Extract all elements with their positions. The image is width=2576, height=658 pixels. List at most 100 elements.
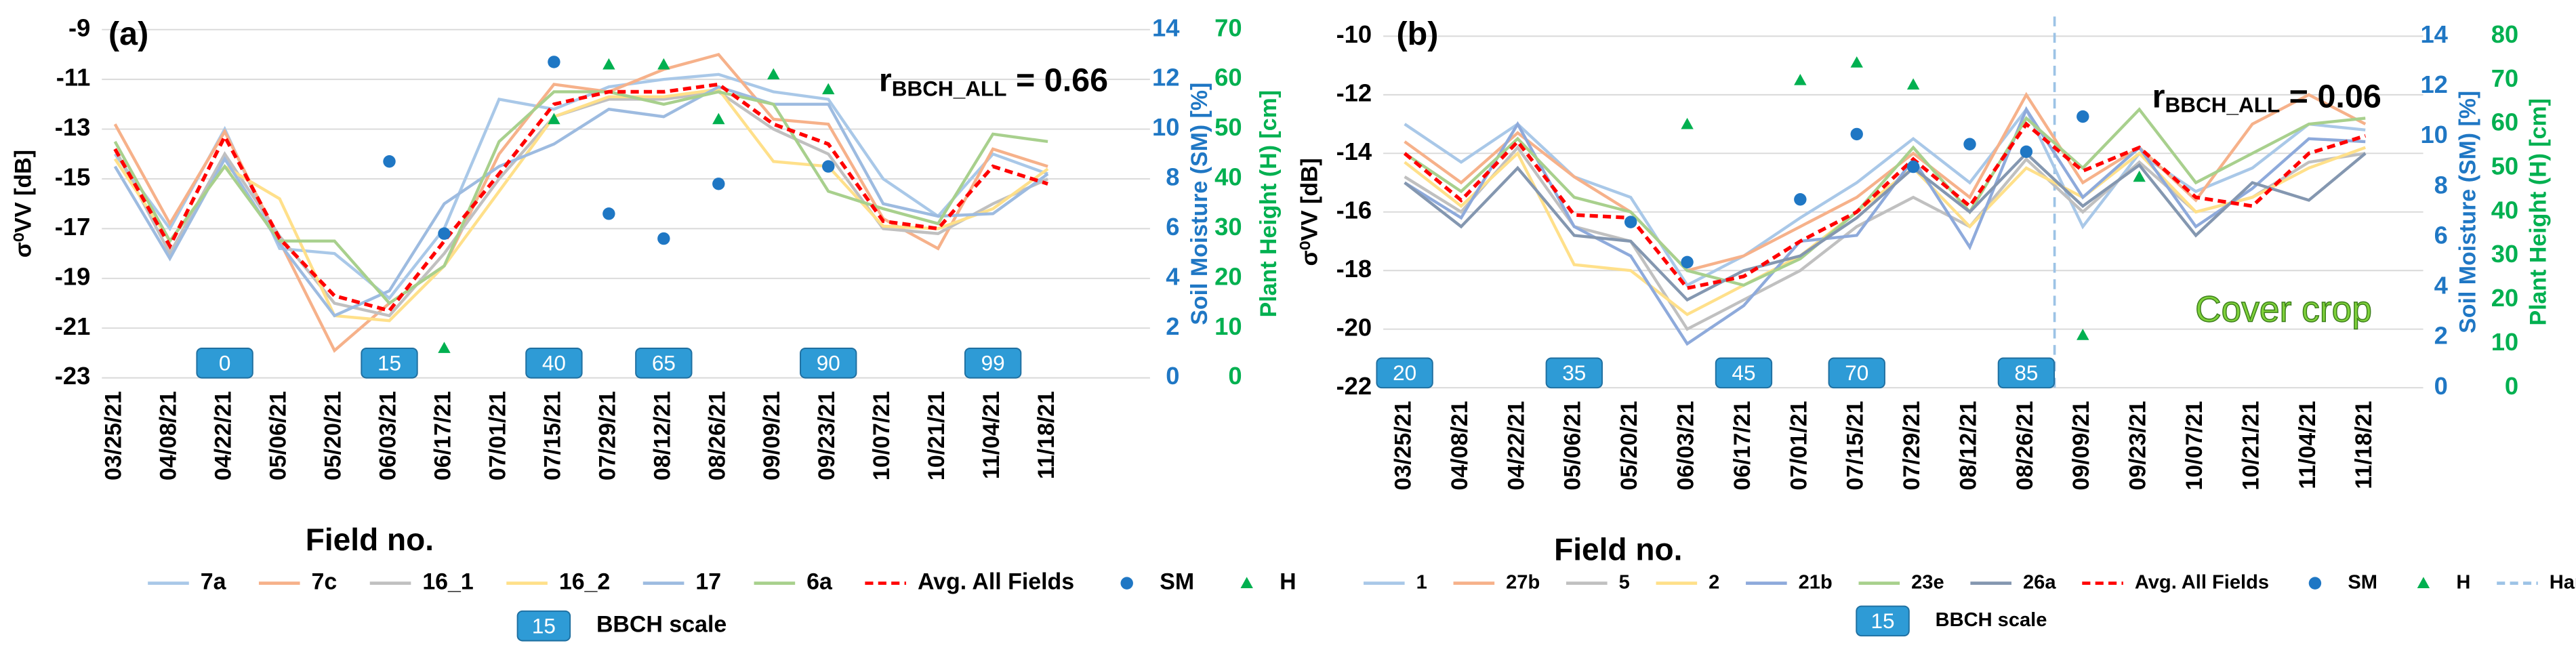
x-tick-label: 04/08/21 — [156, 391, 182, 480]
x-tick-label: 10/21/21 — [924, 391, 949, 480]
y2-tick-label: 4 — [2434, 272, 2449, 300]
y3-tick-label: 70 — [2491, 64, 2518, 92]
field-line — [1404, 146, 2366, 316]
field-line — [113, 90, 1048, 306]
panel-label: (b) — [1396, 16, 1438, 52]
h-point — [767, 68, 780, 80]
bbch-box — [800, 348, 857, 379]
h-point — [1906, 78, 1920, 90]
average-line — [1403, 121, 2367, 291]
bbch-label: 85 — [2014, 361, 2038, 385]
legend-bbch-example: 15 — [1871, 609, 1895, 633]
x-tick-label: 11/18/21 — [1034, 391, 1059, 479]
sm-point — [383, 155, 396, 168]
bbch-box — [1545, 357, 1603, 389]
h-point — [602, 58, 615, 70]
y2-axis-title: Soil Moisture (SM) [%] — [1187, 83, 1212, 325]
annotation: Cover crop — [2195, 290, 2372, 330]
legend-label: 1 — [1416, 571, 1427, 593]
x-tick-label: 10/07/21 — [2182, 401, 2207, 491]
y2-tick-label: 6 — [2434, 221, 2448, 249]
x-tick-label: 07/01/21 — [485, 391, 510, 480]
legend-label: SM — [2348, 571, 2377, 593]
legend-label: Avg. All Fields — [918, 569, 1074, 595]
x-tick-label: 09/09/21 — [2068, 401, 2094, 491]
legend-swatch — [2417, 577, 2430, 588]
x-tick-label: 07/15/21 — [539, 391, 565, 480]
legend-label: 17 — [695, 569, 721, 595]
legend-bbch-label: BBCH scale — [596, 612, 727, 638]
bbch-box — [196, 348, 253, 379]
y-tick-label: -19 — [55, 262, 91, 290]
legend-label: 6a — [806, 569, 833, 595]
y-tick-label: -12 — [1336, 79, 1372, 106]
y2-tick-label: 10 — [2420, 121, 2447, 148]
legend-label: 23e — [1911, 571, 1944, 593]
legend-label: 16_2 — [559, 569, 610, 595]
legend-swatch — [1120, 577, 1133, 590]
y-tick-label: -20 — [1336, 313, 1372, 341]
correlation-value: = 0.66 — [1007, 62, 1109, 98]
field-line — [113, 87, 1049, 323]
legend-label: Harvest — [2550, 571, 2576, 593]
x-tick-label: 09/23/21 — [814, 391, 840, 480]
h-point — [2133, 170, 2146, 182]
h-point — [548, 112, 560, 125]
bbch-label: 90 — [817, 351, 840, 375]
h-point — [1794, 74, 1807, 85]
bbch-label: 65 — [652, 351, 676, 375]
legend-label: 7a — [201, 569, 227, 595]
sm-point — [2077, 110, 2089, 123]
legend-bbch-example: 15 — [532, 613, 556, 638]
h-point — [2077, 329, 2089, 340]
legend-label: H — [1280, 569, 1296, 595]
correlation: rBBCH_ALL = 0.06 — [2152, 78, 2381, 117]
h-point — [1850, 56, 1863, 68]
y2-tick-label: 14 — [2420, 20, 2448, 48]
h-point — [657, 58, 670, 70]
x-tick-label: 10/21/21 — [2238, 401, 2264, 491]
y-tick-label: -17 — [55, 213, 91, 241]
x-tick-label: 05/20/21 — [321, 391, 346, 480]
legend-label: 21b — [1799, 571, 1833, 593]
y-tick-label: -11 — [56, 64, 91, 91]
sm-point — [1850, 127, 1863, 141]
sm-point — [2020, 145, 2033, 159]
field-line — [1404, 106, 2366, 346]
y-axis-title: σ⁰VV [dB] — [1296, 158, 1322, 266]
y3-tick-label: 0 — [1228, 362, 1242, 390]
bbch-label: 40 — [542, 351, 566, 375]
y-tick-label: -18 — [1336, 255, 1372, 283]
legend-label: 7c — [312, 569, 338, 595]
x-tick-label: 11/18/21 — [2351, 401, 2377, 489]
y2-tick-label: 0 — [2434, 372, 2448, 400]
x-tick-label: 06/17/21 — [430, 391, 455, 480]
x-tick-label: 08/26/21 — [2012, 401, 2038, 491]
bbch-label: 99 — [981, 351, 1005, 375]
x-tick-label: 05/20/21 — [1616, 401, 1642, 491]
sm-point — [548, 56, 560, 68]
y3-tick-label: 50 — [1214, 113, 1242, 141]
x-tick-label: 11/04/21 — [2295, 401, 2321, 489]
legend-label: 2 — [1709, 571, 1719, 593]
bbch-label: 45 — [1732, 361, 1755, 385]
bbch-box — [525, 348, 583, 379]
y3-tick-label: 80 — [2491, 20, 2518, 48]
y-tick-label: -10 — [1336, 20, 1372, 48]
x-tick-label: 11/04/21 — [979, 391, 1004, 479]
y-axis-title: σ⁰VV [dB] — [10, 150, 36, 258]
correlation-subscript: BBCH_ALL — [2165, 93, 2280, 117]
y3-tick-label: 40 — [2491, 196, 2518, 224]
h-point — [822, 83, 835, 95]
x-tick-label: 08/12/21 — [649, 391, 675, 480]
x-tick-label: 07/29/21 — [1899, 401, 1925, 491]
x-tick-label: 04/22/21 — [1503, 401, 1529, 491]
average-line — [113, 82, 1048, 313]
bbch-box — [361, 348, 418, 379]
y2-tick-label: 14 — [1152, 14, 1180, 41]
x-axis-title: Field no. — [1554, 532, 1682, 567]
sm-point — [712, 178, 725, 190]
legend-label: 16_1 — [422, 569, 473, 595]
x-tick-label: 09/09/21 — [759, 391, 785, 480]
y3-tick-label: 60 — [2491, 108, 2518, 136]
